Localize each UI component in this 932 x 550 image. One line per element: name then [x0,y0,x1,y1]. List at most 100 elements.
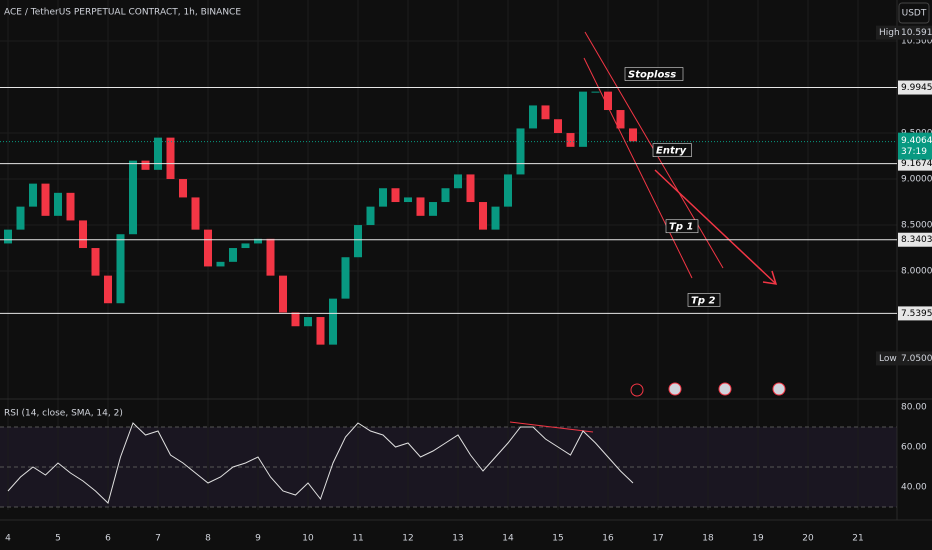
candle-body [516,128,525,175]
last-price: 9.4064 [901,136,932,146]
low-badge [876,351,932,366]
candle-body [554,119,562,134]
x-tick-label: 9 [255,534,261,544]
candle-body [491,206,500,230]
candle-body [591,91,600,93]
event-icon[interactable] [668,382,682,396]
price-badge-label: 9.9945 [901,83,932,93]
event-icon[interactable] [718,382,732,396]
x-tick-label: 17 [652,534,663,544]
candle-body [179,179,187,198]
candle-body [541,105,550,120]
price-badge [898,306,932,321]
candle-body [191,197,200,230]
price-badge [898,80,932,95]
y-tick-label: 8.5000 [901,221,932,231]
x-tick-label: 12 [402,534,413,544]
candle-body [566,133,575,147]
level-tag-box [665,219,699,234]
rsi-tick-label: 80.00 [901,403,927,413]
candle-body [204,229,212,267]
candle-body [341,257,350,299]
x-tick-label: 13 [452,534,463,544]
high-badge [876,25,932,40]
candle-body [616,110,625,129]
candle-body [16,206,25,230]
x-tick-label: 6 [105,534,111,544]
candle-body [154,137,162,170]
candle-body [604,91,612,111]
candle-body [29,183,37,207]
candle-body [266,238,275,276]
candle-body [166,137,175,180]
x-tick-label: 5 [55,534,61,544]
candle-body [391,188,400,203]
currency-button[interactable] [898,2,930,24]
candle-body [241,243,250,249]
chart-title: ACE / TetherUS PERPETUAL CONTRACT, 1h, B… [4,8,241,18]
candle-body [304,317,312,327]
currency-label[interactable]: USDT [902,9,927,19]
candle-body [366,206,375,226]
y-tick-label: 10.5000 [901,37,932,47]
level-tag-box [652,143,692,157]
level-tag: Tp 1 [669,222,693,233]
candle-body [404,197,412,203]
level-tag-box [687,293,721,307]
candle-body [466,174,475,203]
candle-body [504,174,512,207]
candle-body [316,317,325,345]
rsi-title: RSI (14, close, SMA, 14, 2) [4,409,123,419]
price-badge-label: 8.3403 [901,235,932,245]
x-tick-label: 15 [552,534,563,544]
candle-body [441,188,450,203]
candle-body [479,202,487,230]
level-tag-box [624,67,684,81]
x-tick-label: 18 [702,534,714,544]
candle-body [129,160,137,235]
candle-body [629,128,637,142]
rsi-tick-label: 40.00 [901,483,927,493]
low-price: 7.0500 [901,354,932,364]
rsi-tick-label: 60.00 [901,443,927,453]
x-tick-label: 19 [752,534,764,544]
level-tag: Stoploss [628,70,676,81]
x-tick-label: 20 [802,534,814,544]
x-tick-label: 16 [602,534,614,544]
arrow-head [762,270,778,285]
candle-body [229,248,237,262]
x-tick-label: 11 [352,534,363,544]
event-icon[interactable] [772,382,786,396]
x-tick-label: 7 [155,534,161,544]
high-label: High [879,28,900,38]
x-tick-label: 14 [502,534,514,544]
candle-body [429,202,437,216]
rsi-line [7,422,634,504]
candle-body [416,197,425,216]
candle-body [379,188,387,207]
rsi-divergence-line [509,421,594,433]
price-badge [898,232,932,247]
price-badge-label: 9.1674 [901,159,932,169]
price-badge [898,156,932,171]
y-tick-label: 9.0000 [901,175,932,185]
high-price: 10.5912 [901,28,932,38]
candle-body [104,275,112,304]
price-badge-label: 7.5395 [901,309,932,319]
arrow-line [654,169,776,284]
candle-body [54,192,62,216]
x-tick-label: 4 [5,534,11,544]
x-tick-label: 21 [852,534,863,544]
candle-body [91,248,100,276]
candle-body [254,238,262,244]
event-icon[interactable] [630,383,644,397]
candle-body [216,261,225,267]
candle-body [291,312,300,327]
candle-body [354,225,362,258]
candle-body [79,220,87,249]
candle-body [454,174,462,189]
candle-body [4,229,12,244]
x-tick-label: 8 [205,534,211,544]
candle-body [279,275,287,313]
